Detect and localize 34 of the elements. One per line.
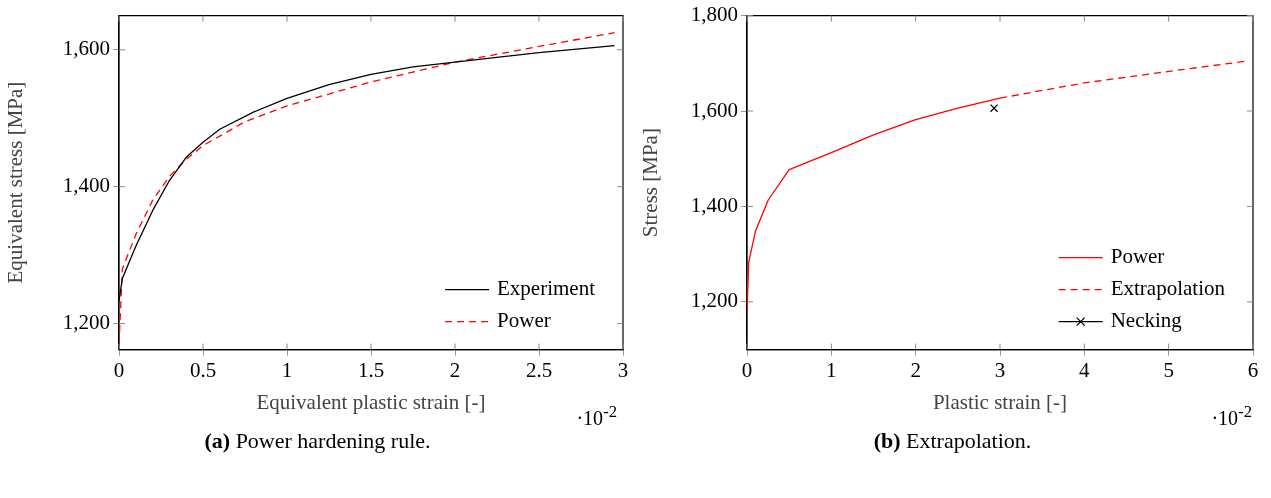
x-tick-label: 0.5 <box>189 357 217 382</box>
legend-label: Power <box>1110 244 1165 269</box>
x-tick-label: 3 <box>617 357 629 382</box>
y-tick-label: 1,600 <box>62 36 110 61</box>
y-tick-label: 1,600 <box>690 97 738 122</box>
y-tick-label: 1,200 <box>62 310 110 335</box>
text: (b) Extrapolation. <box>872 428 1033 454</box>
legend-label: Experiment <box>497 276 596 301</box>
x-axis-title: Equivalent plastic strain [-] <box>256 389 486 414</box>
y-axis-title: Equivalent stress [MPa] <box>3 81 28 284</box>
legend-label: Power <box>497 308 551 333</box>
x-tick-label: 1 <box>826 357 837 382</box>
x-tick-label: 3 <box>994 357 1006 382</box>
y-tick-label: 1,200 <box>690 288 738 313</box>
text: ·10$^{-2}$ <box>1211 402 1252 430</box>
y-tick-label: 1,400 <box>62 173 110 198</box>
x-tick-label: 4 <box>1079 357 1091 382</box>
x-tick-label: 2.5 <box>525 357 553 382</box>
text: (a) Power hardening rule. <box>203 428 432 454</box>
x-axis-title: Plastic strain [-] <box>932 389 1068 414</box>
x-tick-label: 5 <box>1163 357 1174 382</box>
text: ·10$^{-2}$ <box>576 402 617 430</box>
x-tick-label: 6 <box>1247 357 1259 382</box>
legend-label: Extrapolation <box>1110 276 1226 301</box>
x-tick-label: 1.5 <box>357 357 385 382</box>
y-tick-label: 1,800 <box>690 2 738 27</box>
legend-label: Necking <box>1110 308 1183 333</box>
x-tick-label: 1 <box>281 357 293 382</box>
y-axis-title: Stress [MPa] <box>638 128 663 238</box>
x-tick-label: 0 <box>741 357 753 382</box>
y-tick-label: 1,400 <box>690 192 738 217</box>
x-tick-label: 2 <box>449 357 461 382</box>
x-tick-label: 0 <box>113 357 125 382</box>
x-tick-label: 2 <box>910 357 921 382</box>
